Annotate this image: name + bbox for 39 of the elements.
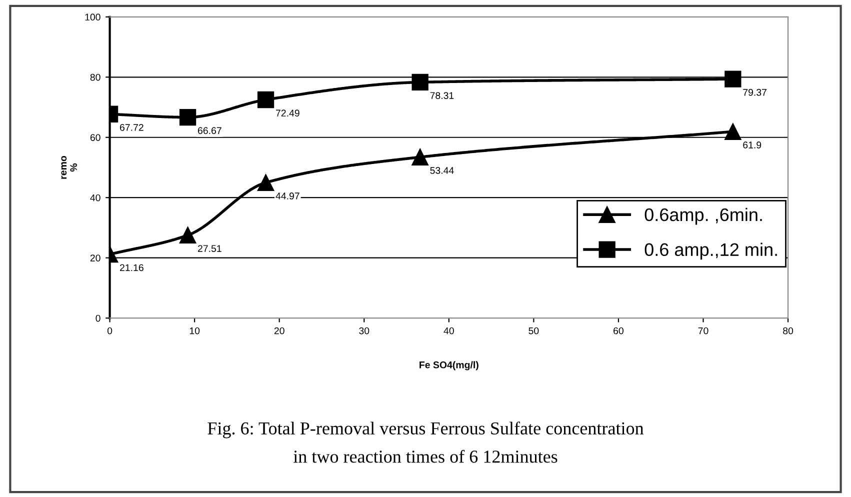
y-tick-label: 60: [90, 134, 100, 141]
data-label: 53.44: [430, 167, 454, 174]
data-label: 79.37: [743, 88, 766, 96]
data-label: 78.31: [430, 92, 454, 99]
x-tick-label: 0: [107, 327, 112, 334]
y-tick-label: 80: [90, 74, 100, 81]
x-tick-label: 80: [783, 327, 794, 334]
data-label: 44.97: [276, 192, 300, 200]
y-axis-title: remo %: [61, 156, 78, 179]
point: [257, 174, 274, 191]
data-label: 61.9: [743, 142, 762, 148]
point: [179, 108, 196, 126]
point: [257, 91, 274, 108]
data-label: 66.67: [198, 127, 222, 134]
text: in two reaction times of 6 12minutes: [293, 450, 558, 463]
point: [179, 226, 196, 244]
data-label: 21.16: [120, 264, 144, 272]
point: [724, 123, 742, 140]
x-axis-title: Fe SO4(mg/l): [420, 361, 478, 370]
data-label: 72.49: [276, 110, 300, 117]
legend-label: 0.6 amp.,12 min.: [644, 242, 777, 260]
point: [724, 70, 742, 88]
y-tick-label: 20: [90, 254, 100, 262]
x-tick-label: 40: [444, 327, 454, 334]
x-tick-label: 50: [528, 327, 539, 334]
y-tick-label: 0: [96, 314, 100, 322]
x-tick-label: 60: [614, 327, 624, 334]
point: [412, 148, 428, 166]
y-tick-label: 100: [85, 14, 100, 21]
x-tick-label: 30: [359, 327, 370, 334]
x-tick-label: 70: [698, 327, 708, 334]
legend-label: 0.6amp. ,6min.: [644, 208, 762, 225]
y-tick-label: 40: [90, 194, 100, 202]
caption: Fig. 6: Total P-removal versus Ferrous Sulfate concentration: [208, 422, 644, 438]
x-tick-label: 20: [274, 327, 284, 334]
data-label: 27.51: [198, 245, 222, 252]
x-tick-label: 10: [190, 327, 200, 334]
point: [412, 74, 428, 91]
data-label: 67.72: [120, 124, 144, 131]
